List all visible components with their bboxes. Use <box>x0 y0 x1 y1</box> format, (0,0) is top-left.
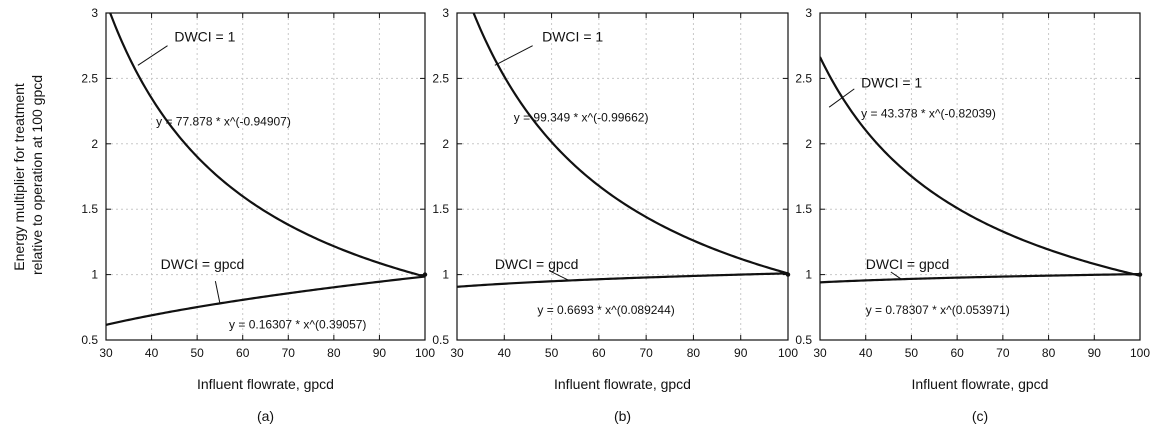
series-equation: y = 0.78307 * x^(0.053971) <box>866 303 1010 317</box>
series-line-1 <box>472 13 788 275</box>
x-tick-label: 80 <box>327 346 341 360</box>
x-tick-label: 60 <box>236 346 250 360</box>
series-equation: y = 77.878 * x^(-0.94907) <box>156 115 291 129</box>
series-label-leader <box>890 271 903 281</box>
y-tick-label: 0.5 <box>81 333 98 347</box>
series-label-leader <box>137 45 168 66</box>
x-tick-label: 50 <box>545 346 559 360</box>
chart-panel-2: 30 40 50 60 70 80 90 100 0.5 1 1.5 2 2.5 3 Influent fl… <box>432 6 798 424</box>
x-tick-label: 60 <box>592 346 606 360</box>
x-tick-label: 40 <box>145 346 159 360</box>
x-tick-label: 60 <box>950 346 964 360</box>
series-label: DWCI = gpcd <box>866 256 950 272</box>
series-line-2 <box>106 275 425 326</box>
x-tick-label: 90 <box>373 346 387 360</box>
y-tick-label: 1.5 <box>81 202 98 216</box>
x-tick-label: 80 <box>1042 346 1056 360</box>
y-tick-label: 2 <box>91 137 98 151</box>
x-tick-label: 100 <box>415 346 435 360</box>
y-tick-label: 1.5 <box>795 202 812 216</box>
x-axis-label: Influent flowrate, gpcd <box>554 376 691 392</box>
y-tick-label: 1 <box>91 268 98 282</box>
series-label: DWCI = gpcd <box>161 256 245 272</box>
y-axis-label-line-1: Energy multiplier for treatment <box>11 83 27 271</box>
x-tick-label: 100 <box>778 346 798 360</box>
y-tick-label: 0.5 <box>795 333 812 347</box>
end-point-marker <box>422 272 428 277</box>
series-line-2 <box>457 272 788 288</box>
y-tick-label: 3 <box>805 6 812 20</box>
end-point-marker <box>785 272 791 277</box>
series-line-2 <box>820 272 1140 284</box>
y-tick-label: 2 <box>805 137 812 151</box>
series-label-leader <box>214 281 221 304</box>
series-equation: y = 0.6693 * x^(0.089244) <box>537 303 674 317</box>
series-label: DWCI = 1 <box>861 74 922 90</box>
x-tick-label: 70 <box>996 346 1010 360</box>
x-tick-label: 30 <box>99 346 113 360</box>
panel-caption: (c) <box>972 408 988 424</box>
series-line-1 <box>820 56 1140 277</box>
plot-frame <box>456 12 789 341</box>
x-tick-label: 70 <box>282 346 296 360</box>
y-tick-label: 0.5 <box>432 333 449 347</box>
y-axis-label: Energy multiplier for treatment relative… <box>11 75 45 275</box>
series-equation: y = 0.16307 * x^(0.39057) <box>229 317 366 331</box>
y-tick-label: 1.5 <box>432 202 449 216</box>
y-tick-label: 2.5 <box>795 71 812 85</box>
chart-panel-1: 30 40 50 60 70 80 90 100 0.5 1 1.5 2 2.5 3 Influent fl… <box>81 6 435 424</box>
x-tick-label: 40 <box>498 346 512 360</box>
series-label-leader <box>828 88 855 108</box>
series-label-leader <box>494 45 533 66</box>
y-axis-label-line-2: relative to operation at 100 gpcd <box>29 75 45 275</box>
x-tick-label: 80 <box>687 346 701 360</box>
series-label: DWCI = gpcd <box>495 256 579 272</box>
series-label: DWCI = 1 <box>542 29 603 45</box>
end-point-marker <box>1137 272 1143 277</box>
x-tick-label: 50 <box>190 346 204 360</box>
y-tick-label: 3 <box>91 6 98 20</box>
x-tick-label: 50 <box>905 346 919 360</box>
x-axis-label: Influent flowrate, gpcd <box>197 376 334 392</box>
x-tick-label: 40 <box>859 346 873 360</box>
series-label: DWCI = 1 <box>174 29 235 45</box>
x-tick-label: 30 <box>450 346 464 360</box>
x-tick-label: 30 <box>813 346 827 360</box>
series-label-leader <box>548 270 571 282</box>
y-tick-label: 2 <box>442 137 449 151</box>
chart-panel-3: 30 40 50 60 70 80 90 100 0.5 1 1.5 2 2.5 3 Influent fl… <box>795 6 1150 424</box>
y-tick-label: 2.5 <box>432 71 449 85</box>
plot-frame <box>819 12 1141 341</box>
panel-caption: (a) <box>257 408 274 424</box>
x-tick-label: 90 <box>734 346 748 360</box>
series-equation: y = 99.349 * x^(-0.99662) <box>514 111 649 125</box>
x-tick-label: 90 <box>1088 346 1102 360</box>
series-line-1 <box>109 13 425 278</box>
y-tick-label: 1 <box>442 268 449 282</box>
y-tick-label: 2.5 <box>81 71 98 85</box>
series-equation: y = 43.378 * x^(-0.82039) <box>861 107 996 121</box>
x-tick-label: 70 <box>639 346 653 360</box>
x-tick-label: 100 <box>1130 346 1150 360</box>
y-tick-label: 1 <box>805 268 812 282</box>
panel-caption: (b) <box>614 408 631 424</box>
y-tick-label: 3 <box>442 6 449 20</box>
x-axis-label: Influent flowrate, gpcd <box>912 376 1049 392</box>
plot-frame <box>105 12 426 341</box>
